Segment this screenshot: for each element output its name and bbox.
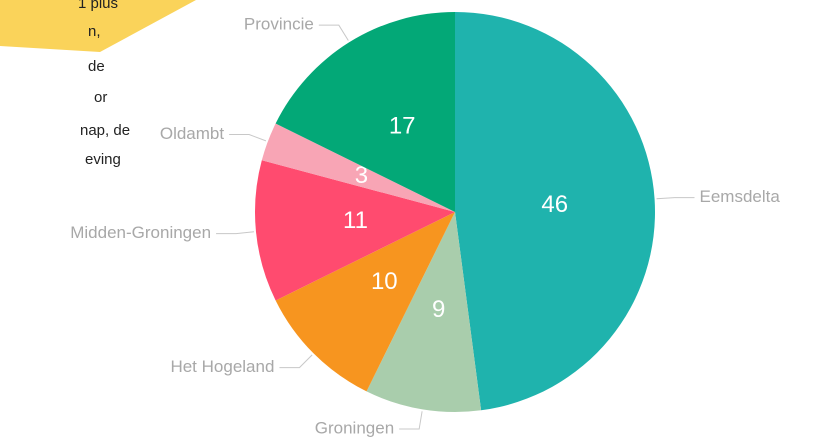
category-label: Midden-Groningen xyxy=(70,223,211,242)
leader-line xyxy=(399,411,423,430)
annotation-text: 1 plus xyxy=(78,0,118,12)
pie-slice xyxy=(275,212,455,392)
annotation-text: or xyxy=(94,89,107,106)
leader-line xyxy=(279,354,313,369)
category-label: Groningen xyxy=(315,419,394,438)
leader-line xyxy=(318,24,349,41)
annotation-text: nap, de xyxy=(80,122,130,139)
pie-slice xyxy=(455,12,655,411)
category-label: Provincie xyxy=(244,15,314,34)
value-label: 17 xyxy=(389,112,416,139)
category-label: Oldambt xyxy=(160,124,225,143)
pie-slice xyxy=(366,212,482,412)
annotation-text: de xyxy=(88,58,105,75)
pie-slice xyxy=(275,11,455,212)
pie-slice xyxy=(261,123,455,212)
leader-line xyxy=(229,134,267,142)
leader-line xyxy=(656,197,695,200)
category-label: Eemsdelta xyxy=(700,187,781,206)
annotation-text: eving xyxy=(85,151,121,168)
annotation-text: n, xyxy=(88,23,101,40)
pie-slice xyxy=(255,160,455,301)
value-label: 46 xyxy=(541,191,568,218)
value-label: 11 xyxy=(343,207,368,234)
annotation-background xyxy=(0,0,196,52)
value-label: 3 xyxy=(355,162,368,189)
category-label: Het Hogeland xyxy=(170,357,274,376)
leader-line xyxy=(216,231,255,235)
value-label: 10 xyxy=(371,268,398,295)
value-label: 9 xyxy=(432,296,445,323)
